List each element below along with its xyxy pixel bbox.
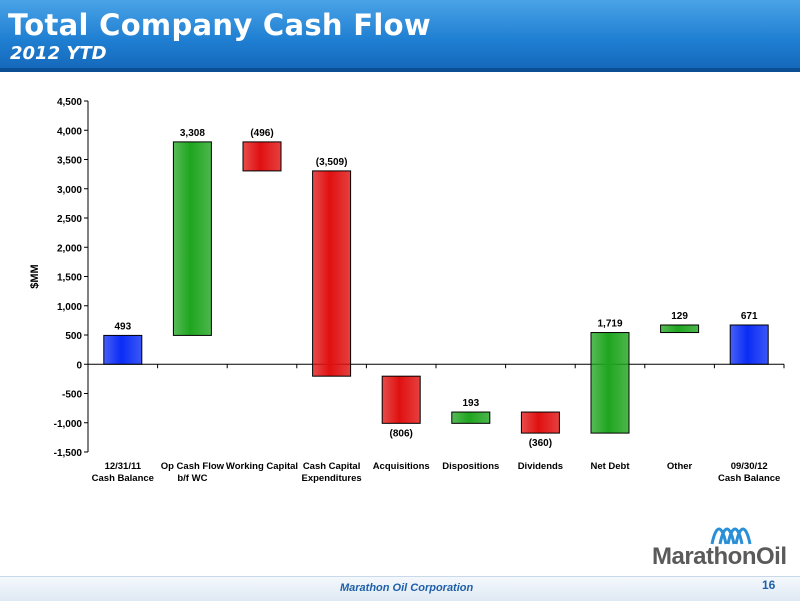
y-tick-label: 500	[65, 331, 82, 342]
category-label-4: Acquisitions	[373, 461, 430, 472]
category-label-3: Expenditures	[302, 473, 362, 484]
category-label-6: Dividends	[518, 461, 563, 472]
bar-6	[520, 411, 560, 434]
data-label-1: 3,308	[180, 128, 205, 139]
bar-7	[590, 332, 630, 434]
y-tick-label: 1,500	[57, 273, 82, 284]
waterfall-chart: -1,500 -1,000 -500 0 500 1,000 1,500 2,000 2,500…	[29, 97, 785, 484]
page-title: Total Company Cash Flow	[8, 8, 431, 42]
category-label-7: Net Debt	[590, 461, 630, 472]
data-label-7: 1,719	[597, 319, 622, 330]
y-tick-label: 1,000	[57, 302, 82, 313]
category-label-1: Op Cash Flow	[161, 461, 225, 472]
data-label-4: (806)	[390, 428, 413, 439]
y-tick-label: 4,000	[57, 126, 82, 137]
bar-5	[451, 411, 491, 424]
bar-8	[660, 324, 700, 334]
footer-company: Marathon Oil Corporation	[340, 582, 474, 594]
bar-0	[103, 334, 143, 365]
category-label-0: Cash Balance	[92, 473, 154, 484]
bar-3	[312, 170, 352, 377]
category-label-9: 09/30/12	[731, 461, 768, 472]
footer-bar	[0, 576, 800, 601]
y-tick-label: -500	[62, 390, 82, 401]
data-label-5: 193	[462, 398, 479, 409]
y-tick-label: 0	[76, 360, 82, 371]
category-label-5: Dispositions	[442, 461, 499, 472]
page-number: 16	[762, 578, 776, 592]
title-bar	[0, 0, 800, 72]
bar-2	[242, 141, 282, 172]
page-subtitle: 2012 YTD	[10, 43, 107, 64]
data-label-8: 129	[671, 311, 688, 322]
marathon-waves-icon	[710, 527, 752, 545]
y-tick-label: 3,500	[57, 156, 82, 167]
data-label-6: (360)	[529, 438, 552, 449]
company-logo-text: MarathonOil	[652, 543, 787, 570]
category-label-8: Other	[667, 461, 693, 472]
category-label-3: Cash Capital	[303, 461, 361, 472]
category-label-2: Working Capital	[226, 461, 298, 472]
y-axis-title: $MM	[29, 264, 41, 288]
y-tick-label: 2,000	[57, 243, 82, 254]
bar-9	[729, 324, 769, 365]
category-label-9: Cash Balance	[718, 473, 780, 484]
data-label-3: (3,509)	[316, 157, 348, 168]
y-tick-label: -1,000	[54, 419, 83, 430]
y-tick-label: 2,500	[57, 214, 82, 225]
title-underline	[0, 68, 800, 72]
bar-4	[381, 375, 421, 424]
data-label-0: 493	[114, 321, 131, 332]
data-label-9: 671	[741, 311, 758, 322]
y-tick-label: 3,000	[57, 185, 82, 196]
data-label-2: (496)	[250, 128, 273, 139]
y-tick-label: -1,500	[54, 448, 83, 459]
category-label-0: 12/31/11	[105, 461, 142, 472]
category-label-1: b/f WC	[177, 473, 207, 484]
y-tick-label: 4,500	[57, 97, 82, 108]
bar-1	[172, 141, 212, 336]
